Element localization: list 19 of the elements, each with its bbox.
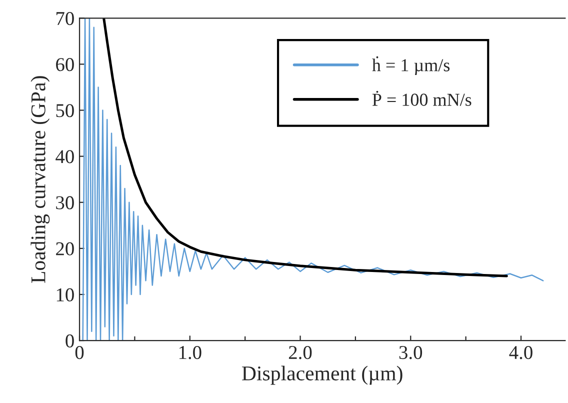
y-tick-label: 40 — [56, 150, 74, 164]
legend-label: Ṗ = 100 mN/s — [372, 90, 472, 106]
x-tick-label: 0 — [75, 346, 84, 360]
y-tick-label: 30 — [56, 196, 74, 210]
line-series — [82, 18, 544, 341]
x-tick-label: 1.0 — [179, 346, 202, 360]
y-tick-label: 20 — [56, 242, 74, 256]
y-tick-label: 50 — [56, 104, 74, 118]
y-tick-label: 0 — [66, 334, 74, 348]
x-tick-label: 3.0 — [399, 346, 422, 360]
x-axis-title: Displacement (µm) — [242, 366, 402, 385]
y-tick-label: 60 — [56, 58, 74, 72]
y-axis-title: Loading curvature (GPa) — [30, 76, 50, 283]
legend-label: ḣ = 1 µm/s — [372, 56, 450, 75]
x-tick-label: 2.0 — [288, 346, 312, 360]
line-series — [102, 18, 508, 278]
x-tick-label: 4.0 — [509, 346, 532, 360]
y-tick-label: 10 — [56, 288, 74, 302]
y-tick-label: 70 — [56, 12, 74, 26]
